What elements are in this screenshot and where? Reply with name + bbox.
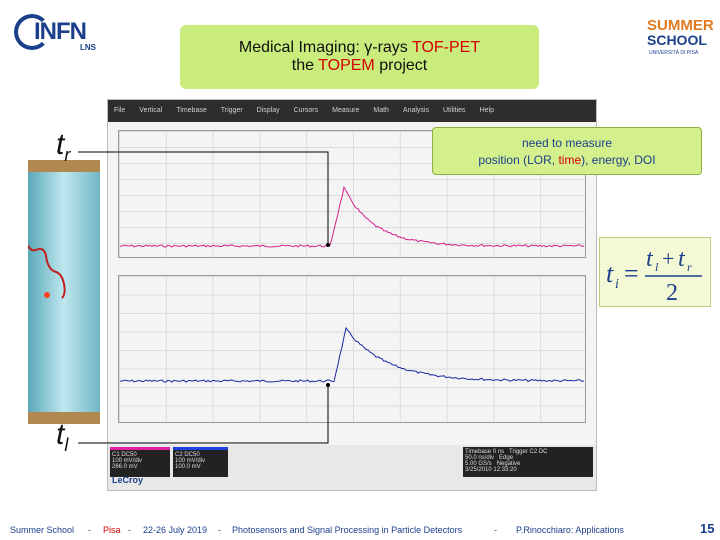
footer-topic: Photosensors and Signal Processing in Pa… xyxy=(232,525,463,535)
callout-line1: need to measure xyxy=(521,136,613,150)
traces-svg xyxy=(119,185,585,383)
scope-menu-item: Math xyxy=(373,107,389,114)
lecroy-brand: LeCroy xyxy=(112,475,144,485)
requirement-callout: need to measure position (LOR, time), en… xyxy=(432,127,702,175)
svg-text:r: r xyxy=(687,260,692,274)
slide-title: Medical Imaging: γ-rays TOF-PET the TOPE… xyxy=(180,25,539,89)
ch2-coupling: DC50 xyxy=(184,452,200,458)
tb-scale: 50.0 ns/div xyxy=(465,455,495,461)
svg-text:t: t xyxy=(606,259,614,288)
scope-menu-item: Display xyxy=(256,107,280,114)
svg-text:=: = xyxy=(624,259,639,288)
scope-timestamp: 3/25/2010 12:33:20 xyxy=(465,467,517,473)
footer-place: Pisa xyxy=(103,525,121,535)
footer-sep3: - xyxy=(218,525,221,535)
svg-text:t: t xyxy=(678,246,686,272)
svg-text:2: 2 xyxy=(666,280,678,306)
callout-line2: position (LOR, time), energy, DOI xyxy=(478,153,656,167)
scope-menubar: File Vertical Timebase Trigger Display Cursor… xyxy=(108,100,596,122)
infn-logo: INFN LNS xyxy=(12,10,107,55)
svg-text:t: t xyxy=(646,246,654,272)
svg-text:l: l xyxy=(655,260,659,274)
channel1-status: C1 DC50 100 mV/div 266.0 mV xyxy=(110,447,170,477)
ch1-coupling: DC50 xyxy=(121,452,137,458)
trig-slope: Negative xyxy=(496,461,521,467)
university-word: UNIVERSITÀ DI PISA xyxy=(649,49,699,56)
scope-menu-item: Timebase xyxy=(176,107,207,114)
trace-channel2 xyxy=(119,326,585,383)
ch1-scale: 100 mV/div xyxy=(112,458,143,464)
title-mid: -rays xyxy=(372,39,412,56)
trace-channel1 xyxy=(119,185,585,248)
t-l-label: tl xyxy=(56,418,69,455)
footer-sep2: - xyxy=(128,525,131,535)
scope-menu-item: File xyxy=(114,107,126,114)
school-word: SCHOOL xyxy=(647,32,707,48)
trig-label: Trigger xyxy=(509,449,528,455)
scope-menu-item: Analysis xyxy=(402,107,429,114)
t-r-label: tr xyxy=(56,128,71,165)
channel2-status: C2 DC50 100 mV/div 100.0 mV xyxy=(173,447,228,477)
footer-school: Summer School xyxy=(10,525,75,535)
timebase-status: Timebase 0 ns Trigger C2 DC 50.0 ns/div … xyxy=(463,447,593,477)
callout-time: time xyxy=(558,153,582,167)
summer-word: SUMMER xyxy=(647,17,713,34)
summer-school-logo: SUMMER SCHOOL UNIVERSITÀ DI PISA xyxy=(645,10,714,58)
ch2-name: C2 xyxy=(175,452,183,458)
footer-sep4: - xyxy=(494,525,497,535)
scintillator-crystal xyxy=(13,160,100,425)
scope-menu-item: Measure xyxy=(332,107,360,114)
title-gamma: γ xyxy=(364,39,373,56)
tb-rate: 5.00 GS/s xyxy=(465,461,492,467)
footer-dates: 22-26 July 2019 xyxy=(143,525,208,535)
scope-menu-item: Cursors xyxy=(293,107,319,114)
infn-ring-icon xyxy=(14,14,50,50)
footer-sep1: - xyxy=(88,525,91,535)
infn-logo-sub: LNS xyxy=(80,43,96,52)
title-tofpet: TOF-PET xyxy=(411,39,481,56)
title-line2-suffix: project xyxy=(374,57,428,74)
tb-label: Timebase xyxy=(465,449,492,455)
infn-logo-word: INFN xyxy=(34,18,87,45)
scope-menu-item: Help xyxy=(479,107,494,114)
ch1-name: C1 xyxy=(112,452,120,458)
title-topem: TOPEM xyxy=(318,57,375,74)
trig-source: C2 DC xyxy=(529,449,548,455)
page-number: 15 xyxy=(700,521,715,536)
title-line2-prefix: the xyxy=(291,57,319,74)
svg-text:i: i xyxy=(615,277,619,292)
trig-type: Edge xyxy=(499,455,514,461)
ch2-offset: 100.0 mV xyxy=(175,464,201,470)
scope-status-panel: C1 DC50 100 mV/div 266.0 mV C2 DC50 100 … xyxy=(108,445,596,490)
tb-delay: 0 ns xyxy=(492,449,505,455)
scope-menu-item: Trigger xyxy=(220,107,243,114)
title-prefix: Medical Imaging: xyxy=(238,39,365,56)
svg-text:+: + xyxy=(662,246,674,271)
footer-author: P.Rinocchiaro: Applications xyxy=(516,525,624,535)
slide-footer: Summer School - Pisa - 22-26 July 2019 -… xyxy=(0,518,720,540)
scope-menu-item: Utilities xyxy=(443,107,466,114)
channel2-grid xyxy=(118,275,586,423)
scope-menu-item: Vertical xyxy=(139,107,163,114)
ch2-scale: 100 mV/div xyxy=(175,458,206,464)
ch1-offset: 266.0 mV xyxy=(112,464,138,470)
time-formula: t i = t l + t r 2 xyxy=(599,237,711,307)
